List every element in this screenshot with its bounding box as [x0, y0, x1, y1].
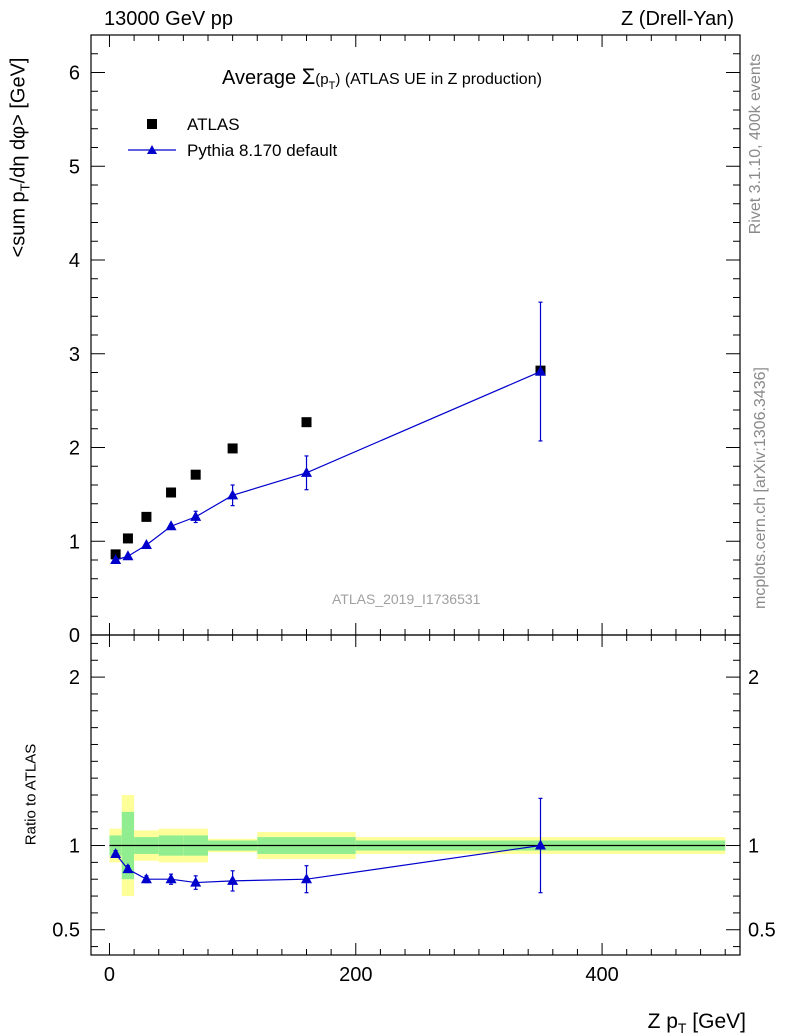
pythia-line	[115, 371, 541, 561]
atlas-point-3	[166, 487, 177, 498]
ratio-ylabel: Ratio to ATLAS	[22, 743, 40, 846]
pythia-point-2	[140, 539, 152, 549]
ratio-y-tick-label-right-1: 1	[748, 836, 759, 858]
ratio-pythia-point-0	[110, 847, 122, 858]
pythia-point-4	[190, 510, 202, 521]
legend-atlas-marker	[147, 119, 157, 129]
atlas-point-6	[301, 417, 312, 428]
x-tick-label-0: 0	[104, 964, 115, 986]
mcplots-label: mcplots.cern.ch [arXiv:1306.3436]	[752, 367, 769, 609]
atlas-point-5	[227, 443, 238, 454]
x-tick-label-400: 400	[585, 964, 618, 986]
top-panel-content	[110, 301, 546, 564]
pythia-point-5	[227, 489, 239, 500]
title-sub: T	[328, 80, 336, 92]
ratio-panel-content	[109, 797, 726, 894]
legend-atlas-label: ATLAS	[187, 115, 240, 134]
header-left: 13000 GeV pp	[104, 8, 233, 30]
top-ylabel: <sum pT/dη dφ> [GeV]	[8, 0, 33, 318]
pythia-point-1	[122, 550, 134, 561]
ratio-y-tick-label-left-2: 2	[69, 667, 80, 689]
top-y-tick-label-5: 5	[69, 156, 80, 178]
ratio-y-tick-label-left-0.5: 0.5	[52, 920, 80, 942]
rivet-label: Rivet 3.1.10, 400k events	[747, 53, 764, 235]
ratio-pythia-point-4	[190, 876, 202, 887]
top-y-tick-label-0: 0	[69, 625, 80, 647]
legend-pythia-label: Pythia 8.170 default	[187, 141, 338, 160]
ratio-y-tick-label-right-0.5: 0.5	[748, 920, 776, 942]
ratio-panel-frame	[90, 634, 741, 956]
xlabel-main: Z p	[647, 1010, 678, 1033]
top-y-tick-label-4: 4	[69, 250, 80, 272]
ratio-y-tick-label-right-2: 2	[748, 667, 759, 689]
ratio-pythia-point-3	[165, 873, 177, 884]
ylabel-rest: /dη dφ> [GeV]	[7, 57, 30, 184]
ratio-pythia-point-2	[140, 873, 152, 884]
title-close: )	[335, 71, 341, 88]
pythia-point-7	[534, 365, 546, 376]
pythia-point-3	[165, 520, 177, 531]
top-y-tick-label-1: 1	[69, 531, 80, 553]
x-tick-label-200: 200	[339, 964, 372, 986]
top-y-tick-label-2: 2	[69, 438, 80, 460]
top-y-tick-label-6: 6	[69, 63, 80, 85]
ratio-y-tick-label-left-1: 1	[69, 836, 80, 858]
title-sigma: Σ	[301, 64, 316, 89]
legend: ATLAS Pythia 8.170 default	[128, 115, 338, 160]
chart-title: Average Σ(pT) (ATLAS UE in Z production)	[222, 64, 542, 92]
ratio-pythia-point-7	[534, 839, 546, 850]
title-post: (ATLAS UE in Z production)	[340, 71, 542, 88]
pythia-point-0	[110, 554, 122, 564]
header-right: Z (Drell-Yan)	[621, 8, 734, 30]
ylabel-sub: T	[17, 183, 33, 192]
legend-pythia-marker	[147, 145, 157, 154]
atlas-point-1	[122, 533, 133, 544]
x-axis-label: Z pT [GeV]	[648, 1010, 746, 1036]
ratio-pythia-point-5	[227, 874, 239, 885]
title-pre: Average	[222, 67, 302, 89]
ratio-pythia-point-6	[301, 873, 313, 884]
analysis-id: ATLAS_2019_I1736531	[332, 591, 481, 607]
atlas-point-4	[190, 469, 201, 480]
pythia-point-6	[301, 466, 313, 477]
atlas-point-2	[141, 511, 152, 522]
top-y-tick-label-3: 3	[69, 344, 80, 366]
ylabel-main: <sum p	[7, 191, 30, 258]
axes-ticks: 0 200 400 0 1 2 3 4 5 6 0.5 0.5 1 1 2 2	[52, 34, 776, 986]
xlabel-rest: [GeV]	[686, 1010, 746, 1033]
ratio-pythia-point-1	[122, 863, 134, 874]
title-open: (p	[315, 71, 329, 88]
